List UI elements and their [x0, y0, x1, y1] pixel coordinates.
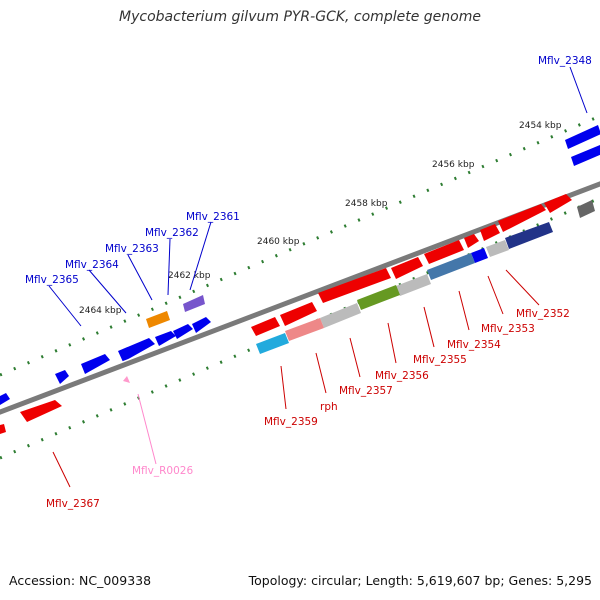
leader-mflv-2362	[167, 238, 171, 296]
gene-mflv-2367[interactable]	[20, 400, 62, 422]
gene-rev-grey-edge[interactable]	[577, 200, 595, 218]
gene-fwd-a[interactable]	[192, 317, 211, 333]
gene-rev-9[interactable]	[251, 317, 280, 336]
leader-mflv-2354	[458, 290, 470, 331]
gene-mflv-2357[interactable]	[320, 303, 361, 328]
forward-gene-labels: Mflv_2348 Mflv_2361 Mflv_2362 Mflv_2363 …	[25, 55, 592, 286]
accession-text: Accession: NC_009338	[9, 573, 152, 588]
gene-mflv-2363[interactable]	[118, 338, 155, 362]
leader-mflv-2353	[487, 275, 504, 315]
label-mflv-2356: Mflv_2356	[375, 370, 429, 382]
gene-mflv-2352[interactable]	[505, 222, 553, 249]
label-mflv-2364: Mflv_2364	[65, 259, 119, 271]
gene-mflv-2359[interactable]	[256, 333, 289, 354]
leader-mflv-2361	[189, 221, 212, 291]
leader-mflv-2355	[423, 306, 435, 348]
label-mflv-2354: Mflv_2354	[447, 339, 501, 351]
scale-labels: 2454 kbp 2456 kbp 2458 kbp 2460 kbp 2462…	[79, 121, 562, 316]
label-mflv-2361: Mflv_2361	[186, 211, 240, 223]
leader-rph	[315, 352, 327, 394]
gene-mflv-r0026[interactable]	[123, 376, 130, 383]
gene-mflv-2355[interactable]	[396, 274, 431, 296]
label-mflv-r0026: Mflv_R0026	[132, 465, 193, 477]
forward-leader-lines	[48, 66, 588, 327]
label-mflv-2362: Mflv_2362	[145, 227, 199, 239]
gene-mflv-2365[interactable]	[55, 370, 69, 384]
label-mflv-2355: Mflv_2355	[413, 354, 467, 366]
scale-label-2456: 2456 kbp	[432, 160, 475, 170]
leader-mflv-r0026	[137, 393, 157, 465]
gene-rev-3[interactable]	[480, 224, 500, 241]
label-mflv-2367: Mflv_2367	[46, 498, 100, 510]
reverse-strand-genes	[0, 194, 595, 434]
label-mflv-2352: Mflv_2352	[516, 308, 570, 320]
leader-mflv-2363	[127, 254, 153, 301]
gene-rph[interactable]	[285, 318, 324, 341]
gene-rev-6[interactable]	[391, 257, 423, 279]
leader-mflv-2348	[569, 66, 588, 114]
forward-strand-genes	[0, 125, 600, 405]
label-mflv-2348: Mflv_2348	[538, 55, 592, 67]
leader-mflv-2352	[505, 269, 540, 306]
scale-label-2458: 2458 kbp	[345, 199, 388, 209]
scale-label-2454: 2454 kbp	[519, 121, 562, 131]
gene-fwd-c[interactable]	[155, 331, 176, 346]
gene-rev-4[interactable]	[464, 234, 479, 248]
leader-mflv-2364	[88, 269, 127, 314]
gene-rev-5[interactable]	[424, 240, 464, 264]
scale-label-2460: 2460 kbp	[257, 237, 300, 247]
reverse-gene-labels: Mflv_2352 Mflv_2353 Mflv_2354 Mflv_2355 …	[46, 308, 570, 510]
label-rph: rph	[320, 401, 338, 413]
gene-rev-1[interactable]	[544, 194, 572, 213]
gene-mflv-2356[interactable]	[357, 285, 400, 310]
gene-fwd-b[interactable]	[173, 324, 193, 339]
genome-summary-text: Topology: circular; Length: 5,619,607 bp…	[248, 573, 592, 588]
gene-rev-2[interactable]	[498, 204, 546, 232]
gene-rev-7[interactable]	[318, 268, 391, 303]
reverse-leader-lines	[52, 269, 540, 488]
gene-fwd-edge[interactable]	[0, 393, 10, 405]
scale-label-2462: 2462 kbp	[168, 271, 211, 281]
leader-mflv-2359	[280, 365, 287, 410]
label-mflv-2359: Mflv_2359	[264, 416, 318, 428]
leader-mflv-2357	[349, 337, 361, 378]
gene-mflv-2354-a[interactable]	[471, 248, 488, 263]
leader-mflv-2367	[52, 451, 71, 488]
gene-mflv-2354[interactable]	[427, 253, 475, 280]
leader-mflv-2356	[387, 322, 397, 364]
gene-mflv-2349[interactable]	[571, 145, 600, 166]
gene-mflv-2353[interactable]	[486, 240, 509, 257]
label-mflv-2363: Mflv_2363	[105, 243, 159, 255]
label-mflv-2365: Mflv_2365	[25, 274, 79, 286]
map-title: Mycobacterium gilvum PYR-GCK, complete g…	[119, 9, 481, 25]
gene-mflv-2348[interactable]	[565, 125, 600, 149]
gene-mflv-2362[interactable]	[146, 311, 170, 328]
gene-mflv-2361[interactable]	[183, 295, 205, 312]
label-mflv-2357: Mflv_2357	[339, 385, 393, 397]
gene-mflv-2364[interactable]	[81, 354, 110, 374]
gene-rev-8[interactable]	[280, 302, 317, 326]
scale-label-2464: 2464 kbp	[79, 306, 122, 316]
leader-mflv-2365	[48, 285, 82, 327]
label-mflv-2353: Mflv_2353	[481, 323, 535, 335]
gene-rev-edge[interactable]	[0, 424, 6, 434]
